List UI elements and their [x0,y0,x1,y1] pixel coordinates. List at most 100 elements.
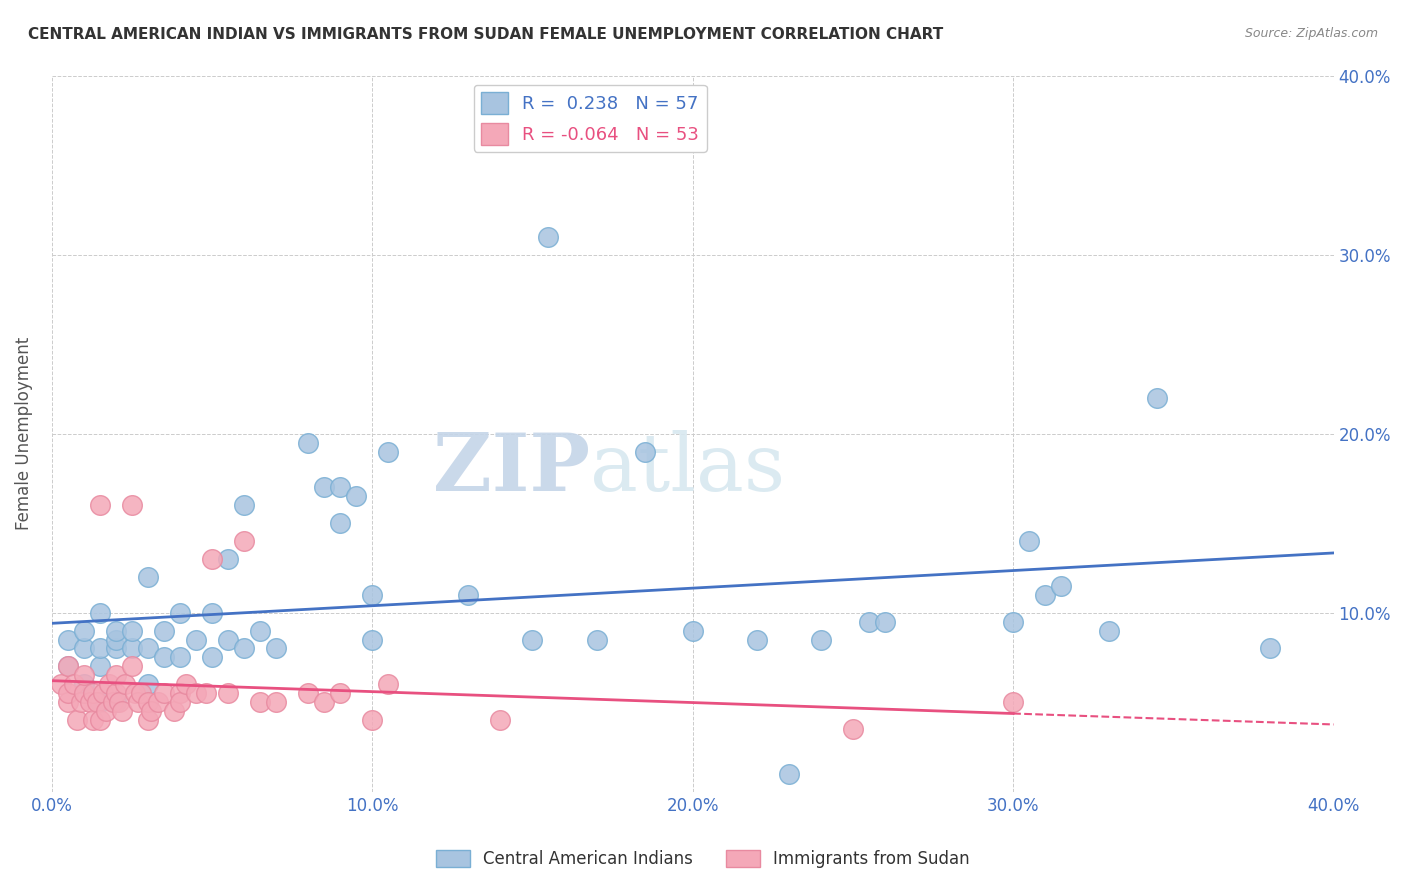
Point [139,704,162,718]
Point [194,686,217,700]
Point [104,624,127,638]
Point [217,686,239,700]
Point [1050,579,1073,593]
Point [89,659,111,673]
Point [131,686,153,700]
Point [89,695,111,709]
Point [169,650,191,665]
Point [146,695,169,709]
Point [108,695,131,709]
Point [810,632,832,647]
Point [136,713,159,727]
Point [1258,641,1281,656]
Point [778,766,800,780]
Point [169,695,191,709]
Point [1146,391,1168,405]
Point [169,686,191,700]
Point [104,695,127,709]
Point [104,632,127,647]
Text: ZIP: ZIP [433,431,591,508]
Point [89,606,111,620]
Point [96,704,118,718]
Point [98,677,121,691]
Point [314,695,336,709]
Point [1098,624,1121,638]
Point [1002,615,1025,629]
Point [79,695,101,709]
Point [264,695,287,709]
Point [361,713,384,727]
Point [56,659,79,673]
Point [314,480,336,494]
Point [329,516,352,530]
Point [73,668,96,682]
Point [249,624,271,638]
Point [361,632,384,647]
Point [201,552,224,566]
Point [217,552,239,566]
Point [1033,588,1056,602]
Point [104,686,127,700]
Point [82,713,104,727]
Point [377,677,399,691]
Point [361,588,384,602]
Point [51,677,73,691]
Point [457,588,479,602]
Point [73,677,96,691]
Point [89,641,111,656]
Point [89,498,111,512]
Point [153,686,176,700]
Point [184,686,207,700]
Point [153,624,176,638]
Point [127,695,149,709]
Point [217,632,239,647]
Point [537,229,560,244]
Point [169,606,191,620]
Point [329,480,352,494]
Point [329,686,352,700]
Text: CENTRAL AMERICAN INDIAN VS IMMIGRANTS FROM SUDAN FEMALE UNEMPLOYMENT CORRELATION: CENTRAL AMERICAN INDIAN VS IMMIGRANTS FR… [28,27,943,42]
Text: atlas: atlas [591,431,786,508]
Point [489,713,512,727]
Point [111,704,134,718]
Point [585,632,607,647]
Point [233,498,256,512]
Point [56,686,79,700]
Point [522,632,544,647]
Point [86,695,108,709]
Point [377,444,399,458]
Point [73,686,96,700]
Point [114,677,136,691]
Point [249,695,271,709]
Point [121,498,143,512]
Point [136,570,159,584]
Point [264,641,287,656]
Point [1002,695,1025,709]
Point [104,641,127,656]
Point [104,668,127,682]
Point [201,606,224,620]
Point [745,632,768,647]
Point [73,641,96,656]
Point [153,650,176,665]
Y-axis label: Female Unemployment: Female Unemployment [15,337,32,530]
Point [136,695,159,709]
Point [56,659,79,673]
Point [633,444,655,458]
Point [56,695,79,709]
Point [297,686,319,700]
Point [873,615,896,629]
Text: Source: ZipAtlas.com: Source: ZipAtlas.com [1244,27,1378,40]
Point [233,641,256,656]
Point [184,632,207,647]
Point [121,624,143,638]
Point [124,686,146,700]
Point [82,686,104,700]
Point [1018,534,1040,549]
Point [858,615,880,629]
Point [69,695,91,709]
Point [162,704,184,718]
Point [63,677,86,691]
Point [121,659,143,673]
Point [136,677,159,691]
